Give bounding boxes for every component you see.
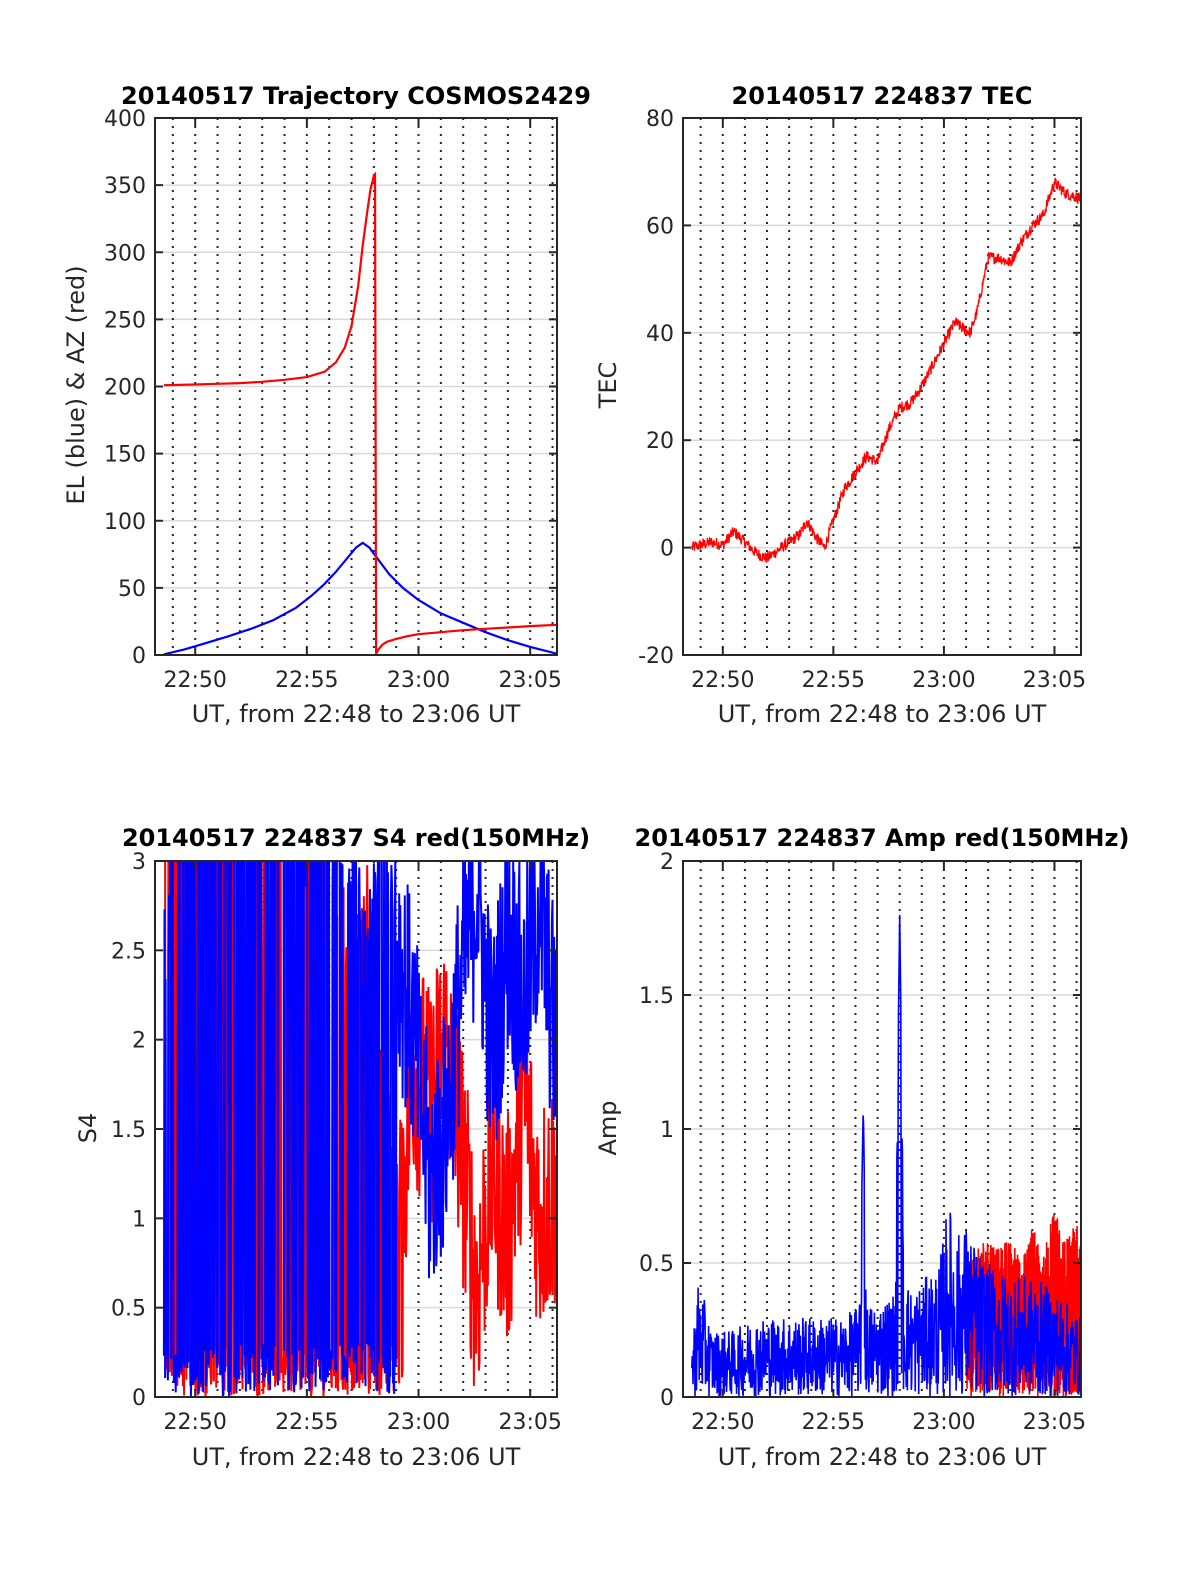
trajectory-ytick-label: 200 [104, 376, 146, 401]
amp-xlabel: UT, from 22:48 to 23:06 UT [718, 1443, 1047, 1471]
amp-panel: 20140517 224837 Amp red(150MHz) Amp UT, … [594, 824, 1129, 1471]
amp-ylabel: Amp [594, 1100, 622, 1155]
s4-ytick-label: 0.5 [111, 1297, 146, 1322]
tec-title: 20140517 224837 TEC [732, 82, 1033, 110]
tec-series-group [691, 177, 1081, 563]
amp-xtick-label: 22:55 [802, 1410, 865, 1435]
tec-ytick-label: 60 [646, 214, 674, 239]
s4-title: 20140517 224837 S4 red(150MHz) [122, 824, 590, 852]
tec-ytick-label: 80 [646, 107, 674, 132]
amp-series-group [691, 914, 1081, 1397]
trajectory-ytick-label: 300 [104, 241, 146, 266]
trajectory-series-blue [163, 541, 557, 655]
trajectory-ytick-label: 0 [132, 644, 146, 669]
tec-ytick-label: -20 [638, 644, 674, 669]
trajectory-ylabel: EL (blue) & AZ (red) [62, 265, 90, 504]
amp-series-blue [691, 914, 1081, 1397]
trajectory-title: 20140517 Trajectory COSMOS2429 [121, 82, 591, 110]
amp-xtick-label: 23:05 [1023, 1410, 1086, 1435]
s4-ytick-label: 1.5 [111, 1118, 146, 1143]
tec-axes-frame [682, 117, 1082, 656]
tec-panel: 20140517 224837 TEC TEC UT, from 22:48 t… [594, 82, 1086, 728]
amp-xtick-label: 22:50 [691, 1410, 754, 1435]
s4-series-group [162, 861, 557, 1397]
amp-ytick-label: 0.5 [639, 1252, 674, 1277]
s4-ytick-label: 1 [132, 1207, 146, 1232]
trajectory-xtick-label: 23:05 [498, 668, 561, 693]
tec-grid [683, 117, 1081, 656]
trajectory-ytick-label: 350 [104, 174, 146, 199]
trajectory-series-group [163, 171, 557, 655]
trajectory-ytick-label: 400 [104, 107, 146, 132]
s4-xtick-label: 23:05 [498, 1410, 561, 1435]
s4-ytick-label: 2 [132, 1029, 146, 1054]
trajectory-ytick-label: 150 [104, 443, 146, 468]
s4-panel: 20140517 224837 S4 red(150MHz) S4 UT, fr… [74, 824, 590, 1471]
trajectory-grid [155, 117, 557, 656]
trajectory-ytick-label: 100 [104, 510, 146, 535]
tec-xtick-label: 22:50 [691, 668, 754, 693]
amp-title: 20140517 224837 Amp red(150MHz) [635, 824, 1130, 852]
s4-xlabel: UT, from 22:48 to 23:06 UT [192, 1443, 521, 1471]
s4-xtick-label: 22:50 [163, 1410, 226, 1435]
trajectory-xtick-label: 22:50 [163, 668, 226, 693]
s4-ylabel: S4 [74, 1113, 102, 1144]
tec-series-red [691, 177, 1081, 563]
tec-ytick-label: 40 [646, 322, 674, 347]
s4-xtick-label: 22:55 [275, 1410, 338, 1435]
s4-ytick-label: 3 [132, 850, 146, 875]
amp-ytick-label: 2 [660, 850, 674, 875]
tec-xlabel: UT, from 22:48 to 23:06 UT [718, 700, 1047, 728]
amp-ytick-label: 1.5 [639, 984, 674, 1009]
tec-ytick-label: 20 [646, 429, 674, 454]
s4-ytick-label: 2.5 [111, 939, 146, 964]
trajectory-ytick-label: 250 [104, 308, 146, 333]
trajectory-ytick-label: 50 [118, 577, 146, 602]
tec-xtick-label: 23:00 [912, 668, 975, 693]
amp-xtick-label: 23:00 [912, 1410, 975, 1435]
s4-ytick-label: 0 [132, 1386, 146, 1411]
amp-grid [683, 860, 1081, 1398]
tec-ytick-label: 0 [660, 537, 674, 562]
trajectory-xtick-label: 22:55 [275, 668, 338, 693]
amp-ytick-label: 0 [660, 1386, 674, 1411]
trajectory-xtick-label: 23:00 [387, 668, 450, 693]
trajectory-series-red [163, 171, 557, 655]
tec-ylabel: TEC [594, 362, 622, 410]
trajectory-xlabel: UT, from 22:48 to 23:06 UT [192, 700, 521, 728]
trajectory-panel: 20140517 Trajectory COSMOS2429 EL (blue)… [62, 82, 591, 728]
s4-series-blue [162, 861, 557, 1397]
tec-xtick-label: 23:05 [1023, 668, 1086, 693]
s4-xtick-label: 23:00 [387, 1410, 450, 1435]
amp-ytick-label: 1 [660, 1118, 674, 1143]
tec-xtick-label: 22:55 [802, 668, 865, 693]
